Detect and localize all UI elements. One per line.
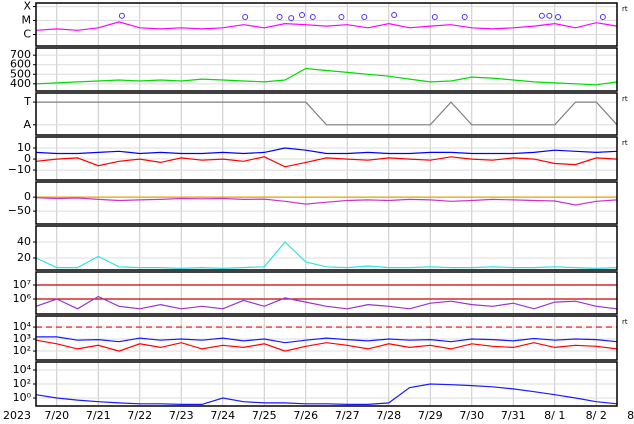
y-tick-label: A — [23, 118, 31, 131]
series-line — [35, 295, 618, 310]
flare-marker — [391, 11, 398, 18]
series-line — [35, 197, 618, 206]
year-label: 2023 — [3, 409, 31, 422]
x-tick-label: 8/ 1 — [544, 409, 565, 422]
panel-frame — [35, 271, 618, 315]
series-line — [35, 147, 618, 155]
y-tick-label: −10 — [8, 163, 31, 176]
flare-marker — [338, 13, 345, 20]
y-tick-label: −50 — [8, 204, 31, 217]
y-tick-label: 10² — [13, 344, 31, 357]
panel-frame — [35, 47, 618, 92]
flare-marker — [288, 15, 295, 22]
x-tick-label: 8/ 2 — [586, 409, 607, 422]
flare-marker — [461, 13, 468, 20]
y-tick-label: X — [23, 0, 31, 13]
y-tick-label: 10³ — [13, 332, 31, 345]
x-tick-label: 7/30 — [459, 409, 484, 422]
panel-right-label: rt — [622, 139, 628, 147]
y-tick-label: 0 — [24, 152, 31, 165]
series-line — [36, 336, 618, 344]
flare-marker — [299, 11, 306, 18]
panel-frame — [35, 136, 618, 181]
flare-marker — [309, 13, 316, 20]
panel-frame — [35, 2, 618, 47]
y-tick-label: 10² — [13, 377, 31, 390]
panel-frame — [35, 225, 618, 271]
flare-marker — [361, 13, 368, 20]
y-tick-label: M — [22, 14, 32, 27]
flare-marker — [599, 13, 606, 20]
panel-frame — [35, 92, 618, 136]
y-tick-label: 10⁴ — [13, 320, 32, 333]
y-tick-label: 10⁶ — [13, 292, 32, 305]
y-tick-label: T — [23, 95, 31, 108]
flare-marker — [555, 13, 562, 20]
flare-marker — [242, 13, 249, 20]
x-tick-label: 7/29 — [418, 409, 443, 422]
series-line — [35, 383, 618, 405]
panel-frame — [35, 315, 618, 361]
x-tick-label: 7/24 — [210, 409, 235, 422]
flare-marker — [546, 12, 553, 19]
y-tick-label: 0 — [24, 190, 31, 203]
flare-marker — [538, 12, 545, 19]
x-tick-label: 7/25 — [252, 409, 277, 422]
y-tick-label: 40 — [17, 235, 31, 248]
y-tick-label: 20 — [17, 251, 31, 264]
y-tick-label: 10 — [17, 141, 31, 154]
series-line — [35, 67, 618, 86]
panel-right-label: rt — [622, 318, 628, 326]
flare-marker — [431, 13, 438, 20]
panel-frame — [35, 181, 618, 225]
series-line — [35, 156, 618, 168]
series-line — [35, 339, 618, 352]
x-tick-label: 7/31 — [501, 409, 526, 422]
y-tick-label: 10⁷ — [13, 278, 31, 291]
flare-marker — [118, 12, 125, 19]
y-tick-label: 10⁰ — [13, 391, 32, 404]
y-tick-label: 600 — [10, 58, 31, 71]
series-line — [35, 21, 618, 31]
y-tick-label: 700 — [10, 48, 31, 61]
x-tick-label: 8/ 3 — [627, 409, 634, 422]
y-tick-label: 10⁴ — [13, 363, 32, 376]
series-line — [35, 241, 618, 270]
x-tick-label: 7/26 — [293, 409, 318, 422]
series-line — [36, 101, 618, 126]
x-tick-label: 7/28 — [376, 409, 401, 422]
panel-right-label: rt — [622, 5, 628, 13]
x-tick-label: 7/20 — [44, 409, 69, 422]
panel-right-label: rt — [622, 95, 628, 103]
y-tick-label: C — [23, 27, 31, 40]
panel-frame — [35, 361, 618, 407]
y-tick-label: 500 — [10, 67, 31, 80]
flare-marker — [276, 13, 283, 20]
x-tick-label: 7/27 — [335, 409, 360, 422]
y-tick-label: 400 — [10, 77, 31, 90]
x-tick-label: 7/23 — [169, 409, 194, 422]
x-tick-label: 7/22 — [127, 409, 152, 422]
x-tick-label: 7/21 — [86, 409, 111, 422]
